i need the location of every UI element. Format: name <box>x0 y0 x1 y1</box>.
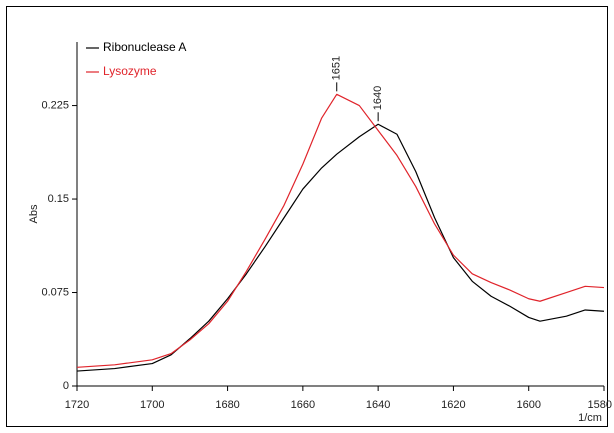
x-tick-label: 1700 <box>140 399 164 411</box>
series-line <box>76 93 605 368</box>
x-tick-label: 1720 <box>65 399 89 411</box>
frame <box>6 6 608 427</box>
x-tick-label: 1640 <box>366 399 390 411</box>
legend-label: Ribonuclease A <box>103 40 186 54</box>
x-axis-label: 1/cm <box>578 412 602 424</box>
y-tick-label: 0 <box>63 380 69 392</box>
y-tick-label: 0.225 <box>41 99 69 111</box>
y-tick-label: 0.15 <box>48 193 69 205</box>
x-tick-label: 1580 <box>588 399 612 411</box>
y-axis-label: Abs <box>28 204 40 223</box>
x-tick-label: 1600 <box>516 399 540 411</box>
series-line <box>76 123 605 372</box>
peak-label: 1651 <box>331 56 343 80</box>
y-tick-label: 0.075 <box>41 286 69 298</box>
x-tick-label: 1620 <box>441 399 465 411</box>
x-tick-label: 1660 <box>291 399 315 411</box>
peak-label: 1640 <box>372 86 384 110</box>
x-tick-label: 1680 <box>215 399 239 411</box>
legend-label: Lysozyme <box>103 64 157 78</box>
